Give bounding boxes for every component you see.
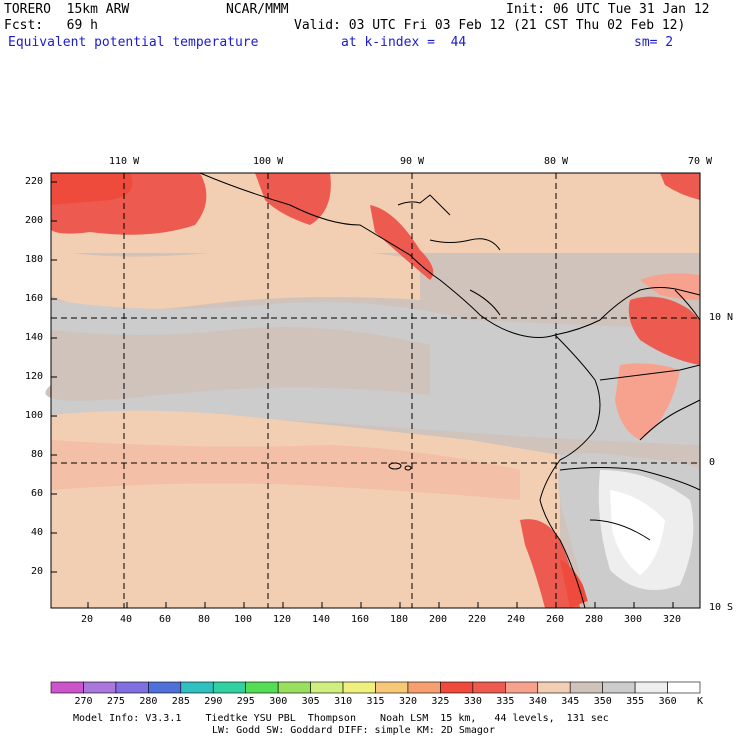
colorbar-swatch	[602, 681, 636, 694]
colorbar-swatch	[407, 681, 441, 694]
y-tick-label: 20	[31, 566, 44, 577]
model-info: Model Info: V3.3.1 Tiedtke YSU PBL Thomp…	[73, 713, 609, 724]
colorbar-label: 350	[593, 696, 612, 707]
colorbar-swatch	[180, 681, 214, 694]
x-tick-label: 300	[624, 614, 643, 625]
x-tick-label: 40	[120, 614, 133, 625]
colorbar-label: 335	[496, 696, 515, 707]
field-shading	[45, 173, 700, 608]
colorbar-swatch	[375, 681, 409, 694]
colorbar-swatch	[440, 681, 474, 694]
colorbar-swatch	[148, 681, 182, 694]
latlon-grid	[51, 173, 700, 608]
colorbar-label: 325	[431, 696, 450, 707]
init-time: Init: 06 UTC Tue 31 Jan 12	[506, 2, 710, 17]
lon-label-70w: 70 W	[688, 156, 713, 167]
colorbar-label: 340	[528, 696, 547, 707]
colorbar-swatch	[634, 681, 668, 694]
x-tick-label: 80	[198, 614, 211, 625]
colorbar-swatch	[342, 681, 376, 694]
x-tick-label: 20	[81, 614, 94, 625]
forecast-hour: Fcst: 69 h	[4, 18, 98, 33]
colorbar-label: 285	[171, 696, 190, 707]
y-tick-label: 180	[25, 254, 44, 265]
colorbar-swatch	[472, 681, 506, 694]
organization: NCAR/MMM	[226, 2, 289, 17]
x-tick-label: 100	[234, 614, 253, 625]
colorbar-label: 355	[626, 696, 645, 707]
x-tick-label: 60	[159, 614, 172, 625]
colorbar-label: 295	[236, 696, 255, 707]
colorbar-swatch	[310, 681, 344, 694]
colorbar-label: 360	[658, 696, 677, 707]
colorbar-swatch	[83, 681, 117, 694]
smoothing: sm= 2	[634, 35, 674, 50]
y-tick-label: 160	[25, 293, 44, 304]
y-tick-label: 140	[25, 332, 44, 343]
x-tick-label: 220	[468, 614, 487, 625]
colorbar-label: 315	[366, 696, 385, 707]
colorbar-swatch	[50, 681, 84, 694]
lon-label-110w: 110 W	[109, 156, 140, 167]
colorbar-swatch	[667, 681, 701, 694]
y-tick-label: 120	[25, 371, 44, 382]
colorbar-swatch	[245, 681, 279, 694]
lat-label-10n: 10 N	[709, 312, 734, 323]
colorbar-label: 320	[399, 696, 418, 707]
colorbar-swatch	[115, 681, 149, 694]
y-tick-label: 100	[25, 410, 44, 421]
colorbar-swatch	[537, 681, 571, 694]
y-tick-label: 80	[31, 449, 44, 460]
colorbar-label: 290	[204, 696, 223, 707]
colorbar-label: 330	[463, 696, 482, 707]
colorbar-label: 280	[139, 696, 158, 707]
map-frame	[50, 172, 701, 609]
x-tick-label: 180	[390, 614, 409, 625]
x-tick-label: 160	[351, 614, 370, 625]
x-tick-label: 260	[546, 614, 565, 625]
colorbar-label: 310	[334, 696, 353, 707]
y-tick-label: 40	[31, 527, 44, 538]
lat-label-equator: 0	[709, 457, 716, 468]
colorbar-label: 305	[301, 696, 320, 707]
colorbar-swatch	[277, 681, 311, 694]
lat-label-10s: 10 S	[709, 602, 734, 613]
coastlines	[199, 172, 701, 609]
x-tick-label: 320	[663, 614, 682, 625]
colorbar-swatch	[212, 681, 247, 694]
valid-time: Valid: 03 UTC Fri 03 Feb 12 (21 CST Thu …	[294, 18, 686, 33]
model-name: TORERO 15km ARW	[4, 2, 130, 17]
x-tick-label: 240	[507, 614, 526, 625]
x-tick-label: 120	[273, 614, 292, 625]
lon-label-100w: 100 W	[253, 156, 284, 167]
index-ticks	[51, 181, 674, 608]
lon-label-80w: 80 W	[544, 156, 569, 167]
colorbar-label: 300	[269, 696, 288, 707]
colorbar-label: 275	[106, 696, 125, 707]
level-index: at k-index = 44	[341, 35, 467, 50]
colorbar-swatch	[504, 681, 539, 694]
colorbar-swatch	[569, 681, 603, 694]
colorbar-label: 345	[561, 696, 580, 707]
lon-label-90w: 90 W	[400, 156, 425, 167]
physics-info: LW: Godd SW: Goddard DIFF: simple KM: 2D…	[212, 725, 495, 736]
field-name: Equivalent potential temperature	[8, 35, 259, 50]
x-tick-label: 200	[429, 614, 448, 625]
x-tick-label: 280	[585, 614, 604, 625]
colorbar	[50, 681, 701, 694]
colorbar-label: 270	[74, 696, 93, 707]
colorbar-unit: K	[697, 696, 704, 707]
y-tick-label: 200	[25, 215, 44, 226]
y-tick-label: 220	[25, 176, 44, 187]
x-tick-label: 140	[312, 614, 331, 625]
y-tick-label: 60	[31, 488, 44, 499]
